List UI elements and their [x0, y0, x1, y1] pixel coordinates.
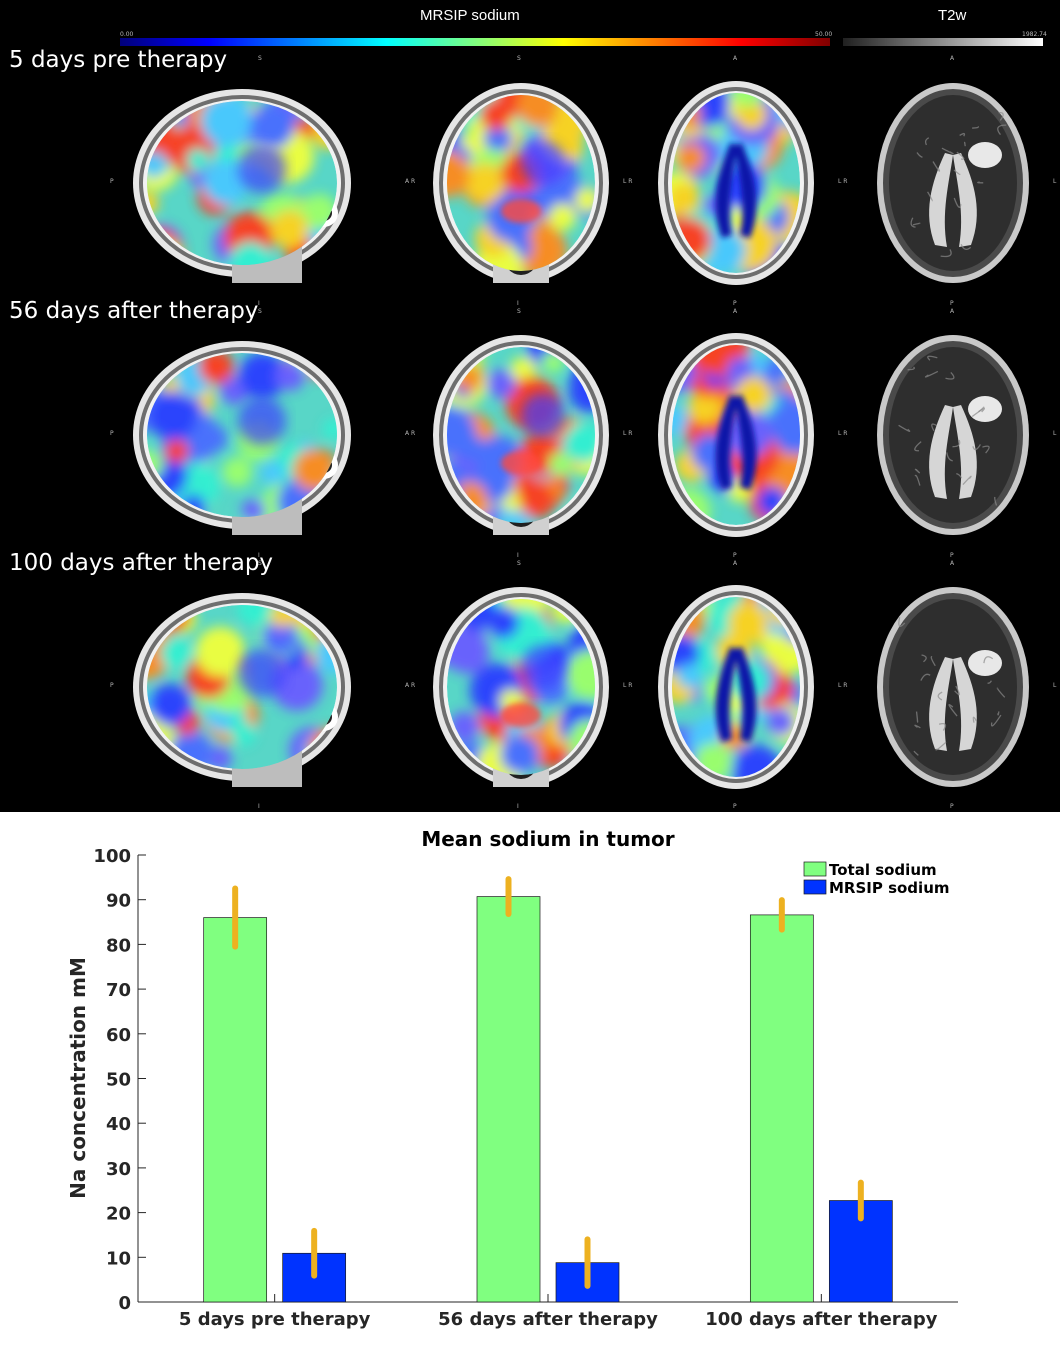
x-tick-label: 100 days after therapy — [705, 1309, 938, 1330]
t2w-colorbar-max-label: 1982.74 — [1022, 31, 1047, 38]
orientation-label-i: I — [517, 803, 519, 810]
bar-total-sodium — [749, 914, 814, 1303]
orientation-label-i: I — [258, 803, 260, 810]
y-tick-label: 90 — [106, 891, 131, 912]
y-tick-label: 30 — [106, 1159, 131, 1180]
y-tick-label: 60 — [106, 1025, 131, 1046]
row-label-1: 5 days pre therapy — [9, 47, 228, 73]
brain-slice-image — [877, 335, 1029, 535]
sodium-colorbar-title: MRSIP sodium — [420, 7, 520, 24]
orientation-label-i: I — [258, 552, 260, 559]
y-tick-label: 50 — [106, 1070, 131, 1091]
brain-slice-image — [133, 593, 351, 787]
orientation-label-ar: A R — [405, 178, 416, 185]
orientation-label-s: S — [517, 560, 521, 567]
chart-title: Mean sodium in tumor — [421, 827, 674, 851]
x-tick-label: 56 days after therapy — [438, 1309, 658, 1330]
orientation-label-l: L — [1053, 430, 1057, 437]
brain-slice-image — [433, 83, 609, 283]
brain-slice-image — [133, 89, 351, 283]
orientation-label-p: P — [733, 552, 737, 559]
orientation-label-p: P — [733, 300, 737, 307]
orientation-label-lr: L R — [838, 682, 848, 689]
y-tick-label: 80 — [106, 935, 131, 956]
orientation-label-p: P — [110, 430, 114, 437]
orientation-label-s: S — [517, 308, 521, 315]
orientation-label-a: A — [950, 560, 955, 567]
orientation-label-s: S — [258, 308, 262, 315]
orientation-label-s: S — [258, 560, 262, 567]
sodium-colorbar-min-label: 0.00 — [120, 31, 134, 38]
orientation-label-s: S — [517, 55, 521, 62]
y-tick-label: 10 — [106, 1248, 131, 1269]
orientation-label-lr: L R — [838, 178, 848, 185]
t2w-colorbar-title: T2w — [938, 7, 967, 24]
legend-swatch — [803, 879, 827, 895]
row-label-2: 56 days after therapy — [9, 298, 259, 324]
orientation-label-p: P — [110, 178, 114, 185]
brain-slice-image — [658, 81, 814, 285]
orientation-label-lr: L R — [623, 178, 633, 185]
row-label-3: 100 days after therapy — [9, 550, 274, 576]
brain-slice-image — [658, 585, 814, 789]
orientation-label-p: P — [950, 552, 954, 559]
orientation-label-lr: L R — [623, 430, 633, 437]
brain-slice-image — [433, 587, 609, 787]
bar-chart: Mean sodium in tumor Na concentration mM… — [66, 827, 958, 1330]
orientation-label-a: A — [950, 55, 955, 62]
orientation-label-ar: A R — [405, 682, 416, 689]
orientation-label-lr: L R — [838, 430, 848, 437]
orientation-label-i: I — [517, 552, 519, 559]
bar-chart-panel: Mean sodium in tumor Na concentration mM… — [0, 812, 1060, 1360]
bar-total-sodium — [203, 917, 268, 1303]
orientation-label-p: P — [950, 803, 954, 810]
y-axis-label: Na concentration mM — [66, 957, 90, 1199]
legend-label: MRSIP sodium — [829, 879, 950, 897]
t2w-colorbar — [843, 38, 1043, 46]
orientation-label-p: P — [950, 300, 954, 307]
brain-slice-image — [877, 587, 1029, 787]
sodium-colorbar-max-label: 50.00 — [815, 31, 833, 38]
brain-slice-image — [877, 83, 1029, 283]
orientation-label-a: A — [733, 308, 738, 315]
x-tick-label: 5 days pre therapy — [179, 1309, 371, 1330]
orientation-label-i: I — [258, 300, 260, 307]
orientation-label-s: S — [258, 55, 262, 62]
brain-image-grid — [133, 81, 1029, 789]
y-tick-label: 20 — [106, 1204, 131, 1225]
orientation-label-p: P — [110, 682, 114, 689]
legend-label: Total sodium — [829, 861, 937, 879]
sodium-colorbar — [120, 38, 830, 46]
legend-swatch — [803, 861, 827, 877]
orientation-label-a: A — [733, 560, 738, 567]
y-tick-label: 100 — [93, 846, 131, 867]
brain-slice-image — [433, 335, 609, 535]
y-tick-label: 40 — [106, 1114, 131, 1135]
orientation-label-i: I — [517, 300, 519, 307]
orientation-label-l: L — [1053, 178, 1057, 185]
orientation-label-lr: L R — [623, 682, 633, 689]
y-tick-label: 70 — [106, 980, 131, 1001]
mri-figure-panel: MRSIP sodium 0.00 50.00 T2w 1982.74 5 da… — [0, 0, 1060, 812]
orientation-label-p: P — [733, 803, 737, 810]
brain-slice-image — [133, 341, 351, 535]
orientation-label-ar: A R — [405, 430, 416, 437]
bar-total-sodium — [476, 896, 541, 1303]
y-tick-label: 0 — [118, 1293, 131, 1314]
orientation-label-l: L — [1053, 682, 1057, 689]
orientation-label-a: A — [950, 308, 955, 315]
orientation-label-a: A — [733, 55, 738, 62]
brain-slice-image — [658, 333, 814, 537]
